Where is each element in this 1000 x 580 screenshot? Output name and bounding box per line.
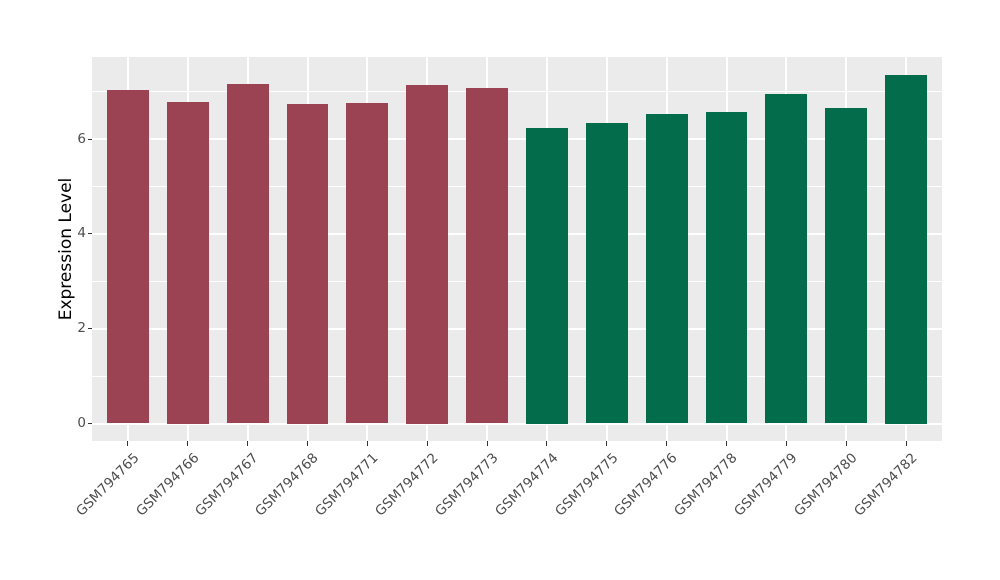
x-tick-label-text: GSM794765 xyxy=(72,450,143,520)
x-tick-mark xyxy=(426,441,428,446)
bar-GSM794776 xyxy=(645,114,688,424)
y-tick-label: 0 xyxy=(77,415,86,431)
y-major-gridline xyxy=(92,232,942,235)
y-tick-label: 6 xyxy=(77,130,86,147)
y-minor-gridline xyxy=(92,280,942,282)
x-tick-label-text: GSM794766 xyxy=(132,450,203,520)
bar-GSM794774 xyxy=(526,127,568,424)
x-tick-label-text: GSM794774 xyxy=(491,450,562,520)
bar-GSM794766 xyxy=(166,102,209,424)
x-tick-mark xyxy=(366,441,368,446)
x-tick-mark xyxy=(486,441,488,446)
y-tick-mark xyxy=(87,233,92,235)
x-tick-label-text: GSM794773 xyxy=(431,450,502,520)
x-tick-label-text: GSM794780 xyxy=(791,450,861,520)
x-tick-mark xyxy=(905,441,907,446)
y-tick-label: 2 xyxy=(77,320,86,337)
x-tick-label-text: GSM794775 xyxy=(551,450,622,520)
x-tick-mark xyxy=(845,441,847,446)
bar-GSM794767 xyxy=(226,83,269,424)
x-tick-label-text: GSM794767 xyxy=(192,450,262,520)
bar-GSM794782 xyxy=(885,74,927,424)
x-tick-label-text: GSM794768 xyxy=(252,450,322,520)
x-tick-mark xyxy=(785,441,787,446)
bar-GSM794772 xyxy=(406,84,449,424)
x-tick-label-text: GSM794778 xyxy=(671,450,741,520)
y-tick-label: 4 xyxy=(77,225,86,242)
x-tick-mark xyxy=(247,441,249,446)
x-tick-label-text: GSM794782 xyxy=(850,450,921,520)
bar-GSM794778 xyxy=(705,112,748,424)
x-tick-mark xyxy=(726,441,727,446)
bar-GSM794775 xyxy=(585,123,628,424)
bar-GSM794771 xyxy=(346,102,389,424)
plot-panel xyxy=(92,57,942,441)
x-tick-mark xyxy=(666,441,668,446)
x-tick-mark xyxy=(127,441,129,446)
bar-GSM794765 xyxy=(107,90,149,424)
y-tick-mark xyxy=(87,138,92,140)
y-major-gridline xyxy=(92,327,942,330)
x-tick-mark xyxy=(546,441,548,446)
x-tick-mark xyxy=(187,441,189,446)
x-tick-mark xyxy=(606,441,608,446)
x-tick-label-text: GSM794771 xyxy=(312,450,382,520)
bar-GSM794768 xyxy=(286,103,329,424)
bar-GSM794780 xyxy=(825,108,868,424)
y-minor-gridline xyxy=(92,185,942,187)
y-major-gridline xyxy=(92,422,942,425)
bar-GSM794779 xyxy=(765,93,808,424)
y-axis-title-text: Expression Level xyxy=(56,177,76,321)
x-tick-mark xyxy=(307,441,308,446)
bar-GSM794773 xyxy=(466,88,508,424)
y-tick-mark xyxy=(87,423,92,424)
y-minor-gridline xyxy=(92,375,942,377)
x-tick-label-text: GSM794776 xyxy=(611,450,681,520)
y-major-gridline xyxy=(92,138,942,140)
y-tick-mark xyxy=(87,328,92,330)
y-minor-gridline xyxy=(92,91,942,92)
x-tick-label-text: GSM794779 xyxy=(731,450,801,520)
x-tick-label-text: GSM794772 xyxy=(372,450,442,520)
